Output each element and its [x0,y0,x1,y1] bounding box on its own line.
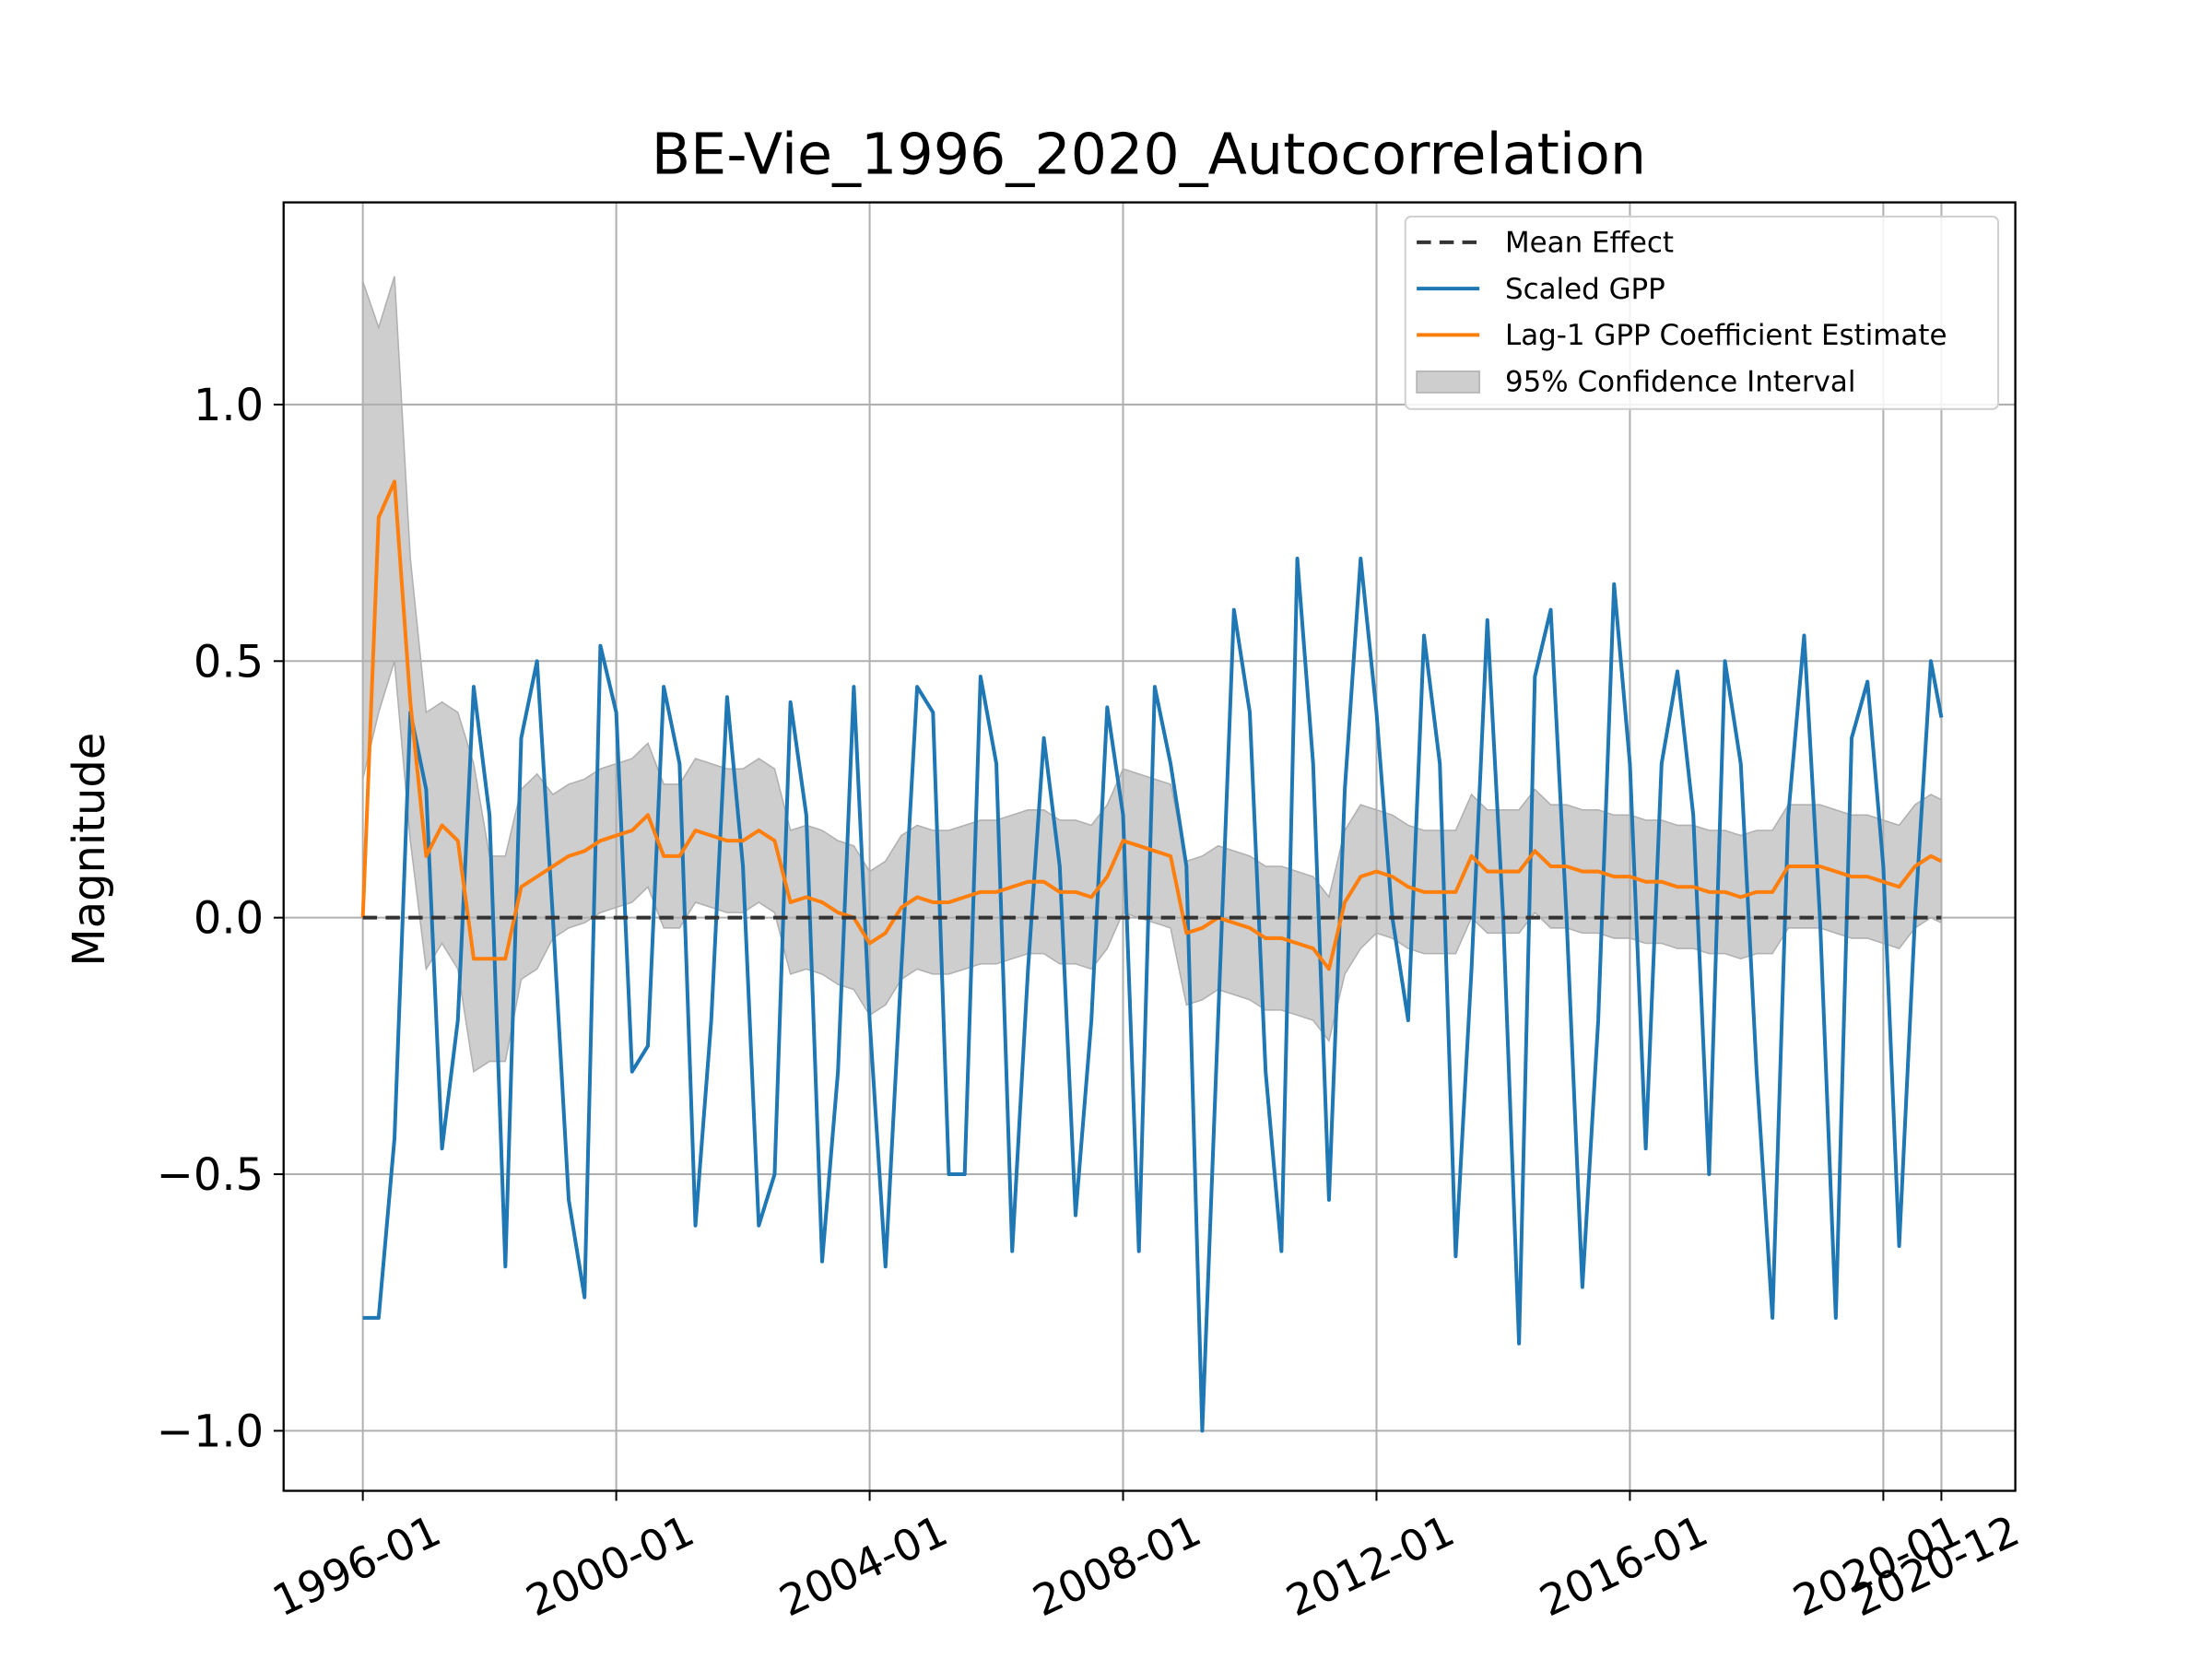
chart-title: BE-Vie_1996_2020_Autocorrelation [652,122,1646,188]
confidence-band [361,276,1943,1073]
y-tick-label: 0.5 [194,637,264,688]
plot-frame [282,201,2017,1492]
y-tick-label: −0.5 [157,1150,264,1201]
legend-label: Mean Effect [1505,227,1674,260]
series-line [362,556,1944,1433]
legend-label: 95% Confidence Interval [1505,365,1855,398]
y-tick-label: 1.0 [194,381,264,431]
legend-swatch [1416,371,1480,394]
legend-label: Scaled GPP [1505,273,1665,306]
y-tick-label: −1.0 [157,1406,264,1457]
legend-label: Lag-1 GPP Coefficient Estimate [1505,319,1947,352]
y-tick-label: 0.0 [194,894,264,945]
legend-box [1404,216,2000,410]
y-axis-label: Magnitude [65,733,115,967]
series-line [360,479,1943,971]
